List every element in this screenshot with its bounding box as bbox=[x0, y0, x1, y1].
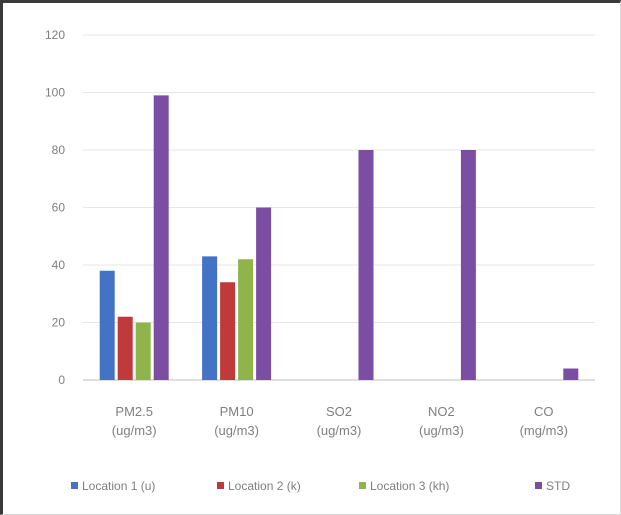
y-tick-label: 60 bbox=[52, 201, 66, 215]
x-category-label: PM2.5 bbox=[115, 404, 153, 419]
bar bbox=[135, 322, 151, 380]
x-axis-categories: PM2.5 (ug/m3) PM10 (ug/m3) SO2 (ug/m3) NO2 (ug/… bbox=[112, 404, 568, 438]
x-category-label: (ug/m3) bbox=[214, 423, 259, 438]
y-tick-label: 40 bbox=[52, 258, 66, 272]
legend: Location 1 (u) Location 2 (k) Location 3 (… bbox=[71, 479, 570, 493]
y-tick-label: 0 bbox=[58, 373, 65, 387]
x-category-label: NO2 bbox=[428, 404, 455, 419]
legend-label: Location 3 (kh) bbox=[370, 479, 449, 493]
legend-label: STD bbox=[546, 479, 570, 493]
bar-chart: 0 20 40 60 80 100 120 PM2.5 (ug/m3) PM10 (ug/m3) S… bbox=[45, 28, 595, 493]
y-tick-label: 120 bbox=[45, 28, 65, 42]
x-category-label: (ug/m3) bbox=[112, 423, 157, 438]
legend-label: Location 1 (u) bbox=[82, 479, 155, 493]
x-category-label: (mg/m3) bbox=[520, 423, 568, 438]
legend-swatch bbox=[217, 482, 224, 489]
y-tick-label: 20 bbox=[52, 316, 66, 330]
bar bbox=[153, 95, 169, 380]
bar bbox=[460, 150, 476, 380]
x-category-label: PM10 bbox=[220, 404, 254, 419]
bar bbox=[99, 270, 115, 380]
bar bbox=[358, 150, 374, 380]
legend-swatch bbox=[535, 482, 542, 489]
bar bbox=[220, 282, 236, 380]
y-tick-label: 80 bbox=[52, 143, 66, 157]
x-category-label: SO2 bbox=[326, 404, 352, 419]
x-category-label: (ug/m3) bbox=[419, 423, 464, 438]
y-axis-ticks: 0 20 40 60 80 100 120 bbox=[45, 28, 65, 387]
legend-label: Location 2 (k) bbox=[228, 479, 301, 493]
bar bbox=[202, 256, 218, 380]
legend-swatch bbox=[359, 482, 366, 489]
x-category-label: CO bbox=[534, 404, 554, 419]
bar bbox=[256, 207, 272, 380]
bar bbox=[117, 316, 133, 380]
bar bbox=[238, 259, 254, 380]
legend-swatch bbox=[71, 482, 78, 489]
bars bbox=[99, 95, 579, 380]
x-category-label: (ug/m3) bbox=[317, 423, 362, 438]
y-tick-label: 100 bbox=[45, 86, 65, 100]
bar bbox=[563, 368, 579, 380]
